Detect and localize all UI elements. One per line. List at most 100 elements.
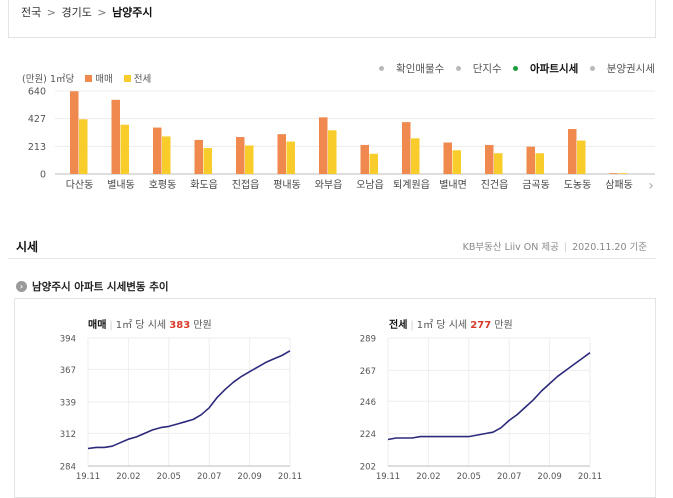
- bar-category-label[interactable]: 별내동: [107, 179, 135, 191]
- line-y-tick-label: 202: [360, 463, 376, 473]
- line-x-tick-label: 19.11: [376, 472, 400, 482]
- line-x-tick-label: 20.07: [197, 472, 221, 482]
- unit-label: (만원): [22, 74, 47, 85]
- bar-category-label[interactable]: 평내동: [273, 179, 301, 191]
- line-y-tick-label: 289: [360, 335, 376, 345]
- bar-category-label[interactable]: 진접읍: [232, 179, 260, 191]
- bar-chart: 0 213 427 640 다산동 별내동 호평동 화도읍 진접읍 평내동 와부읍 오남읍 퇴계원읍 별내…: [28, 87, 655, 194]
- jeonse-caption-per: 1㎡ 당 시세: [416, 320, 468, 331]
- line-x-tick-label: 20.11: [278, 472, 302, 482]
- bar-jeonse[interactable]: [618, 173, 628, 174]
- sale-caption-label: 매매: [88, 320, 107, 331]
- bar-sale[interactable]: [402, 122, 411, 174]
- reference-date: 2020.11.20 기준: [572, 242, 647, 253]
- bar-category-label[interactable]: 와부읍: [315, 179, 343, 191]
- bar-y-tick-label: 640: [28, 87, 46, 98]
- line-y-tick-label: 246: [360, 398, 376, 408]
- chevron-right-icon[interactable]: ›: [648, 178, 654, 194]
- bar-jeonse[interactable]: [452, 150, 462, 174]
- jeonse-line-chart: 202 224 246 267 289 19.11 20.02 20.05 20.07 20.09…: [360, 335, 602, 483]
- line-x-tick-label: 19.11: [76, 472, 100, 482]
- jeonse-caption-unit: 만원: [494, 320, 513, 331]
- dot-icon: [589, 65, 595, 71]
- bar-category-label[interactable]: 화도읍: [190, 179, 218, 191]
- bar-category-label[interactable]: 별내면: [439, 179, 467, 191]
- sale-line-chart: 284 312 339 367 394 19.11 20.02 20.05 20.07 20.09…: [60, 335, 302, 483]
- bar-jeonse[interactable]: [328, 130, 337, 174]
- breadcrumb: 전국 > 경기도 > 남양주시: [21, 4, 153, 20]
- breadcrumb-current: 남양주시: [112, 6, 153, 19]
- bar-category-label[interactable]: 진건읍: [481, 179, 509, 191]
- bar-jeonse[interactable]: [120, 124, 130, 174]
- bar-y-tick-label: 427: [28, 114, 46, 125]
- line-y-tick-label: 267: [360, 367, 376, 377]
- line-series-매매[interactable]: [87, 350, 291, 450]
- bar-jeonse[interactable]: [245, 145, 254, 174]
- sale-caption-unit: 만원: [193, 320, 212, 331]
- per-area-label: 1㎡당: [49, 74, 75, 85]
- breadcrumb-separator: >: [46, 6, 56, 19]
- breadcrumb-box: 전국 > 경기도 > 남양주시: [8, 0, 656, 38]
- line-y-tick-label: 312: [60, 430, 76, 440]
- bar-sale[interactable]: [70, 91, 79, 174]
- bar-sale[interactable]: [568, 128, 577, 174]
- trend-title: › 남양주시 아파트 시세변동 추이: [16, 279, 169, 294]
- bar-sale[interactable]: [526, 146, 536, 174]
- bar-jeonse[interactable]: [79, 119, 88, 174]
- bar-category-label[interactable]: 다산동: [66, 179, 94, 191]
- bar-jeonse[interactable]: [411, 138, 420, 174]
- bar-sale[interactable]: [153, 127, 162, 174]
- sale-caption-per: 1㎡ 당 시세: [115, 320, 167, 331]
- bar-category-label[interactable]: 금곡동: [522, 179, 550, 191]
- legend-swatch-sale: [85, 75, 93, 82]
- line-x-tick-label: 20.02: [416, 472, 440, 482]
- bar-chart-legend: (만원) 1㎡당 매매 전세: [22, 71, 151, 85]
- line-y-tick-label: 394: [60, 335, 76, 345]
- bar-y-tick-label: 213: [28, 142, 46, 153]
- bar-sale[interactable]: [609, 173, 619, 174]
- line-x-tick-label: 20.05: [457, 472, 481, 482]
- bar-sale[interactable]: [194, 139, 204, 174]
- bar-category-label[interactable]: 퇴계원읍: [393, 179, 430, 191]
- bar-jeonse[interactable]: [162, 136, 171, 174]
- bar-jeonse[interactable]: [286, 141, 296, 174]
- bar-jeonse[interactable]: [369, 153, 379, 174]
- line-x-tick-label: 20.09: [237, 472, 261, 482]
- bar-jeonse[interactable]: [203, 148, 213, 174]
- chevron-right-icon: ›: [16, 280, 27, 292]
- tab-complex-count[interactable]: 단지수: [455, 63, 502, 75]
- bar-category-label[interactable]: 도농동: [564, 179, 592, 191]
- section-meta: KB부동산 Liiv ON 제공 | 2020.11.20 기준: [463, 239, 647, 253]
- bar-sale[interactable]: [360, 144, 370, 174]
- breadcrumb-item-nation[interactable]: 전국: [21, 6, 42, 19]
- line-series-전세[interactable]: [387, 352, 591, 441]
- bar-sale[interactable]: [485, 144, 494, 174]
- jeonse-caption: 전세 | 1㎡ 당 시세 277 만원: [389, 320, 513, 331]
- tab-presale-price[interactable]: 분양권시세: [589, 63, 655, 75]
- bar-category-label[interactable]: 삼패동: [605, 179, 633, 191]
- breadcrumb-item-province[interactable]: 경기도: [61, 6, 92, 19]
- bar-sale[interactable]: [111, 99, 121, 174]
- bar-jeonse[interactable]: [535, 153, 545, 174]
- data-source: KB부동산 Liiv ON 제공: [462, 242, 559, 253]
- line-y-tick-label: 339: [60, 399, 76, 409]
- bar-category-label[interactable]: 오남읍: [356, 179, 384, 191]
- bar-category-label[interactable]: 호평동: [149, 179, 177, 191]
- bar-jeonse[interactable]: [494, 153, 503, 174]
- line-x-tick-label: 20.07: [497, 472, 521, 482]
- dot-icon: [455, 65, 461, 71]
- tab-listing-count[interactable]: 확인매물수: [379, 63, 444, 75]
- breadcrumb-separator: >: [97, 6, 107, 19]
- legend-label-jeonse: 전세: [133, 74, 152, 85]
- sale-caption: 매매 | 1㎡ 당 시세 383 만원: [88, 320, 212, 331]
- bar-jeonse[interactable]: [577, 140, 586, 174]
- tab-apartment-price[interactable]: 아파트시세: [513, 63, 578, 75]
- bar-sale[interactable]: [277, 134, 287, 174]
- bar-sale[interactable]: [236, 137, 245, 174]
- meta-divider: |: [563, 242, 568, 253]
- bar-sale[interactable]: [443, 142, 453, 174]
- bar-sale[interactable]: [319, 117, 328, 174]
- section-divider: [8, 258, 656, 259]
- legend-label-sale: 매매: [95, 74, 113, 85]
- line-y-tick-label: 284: [60, 463, 76, 473]
